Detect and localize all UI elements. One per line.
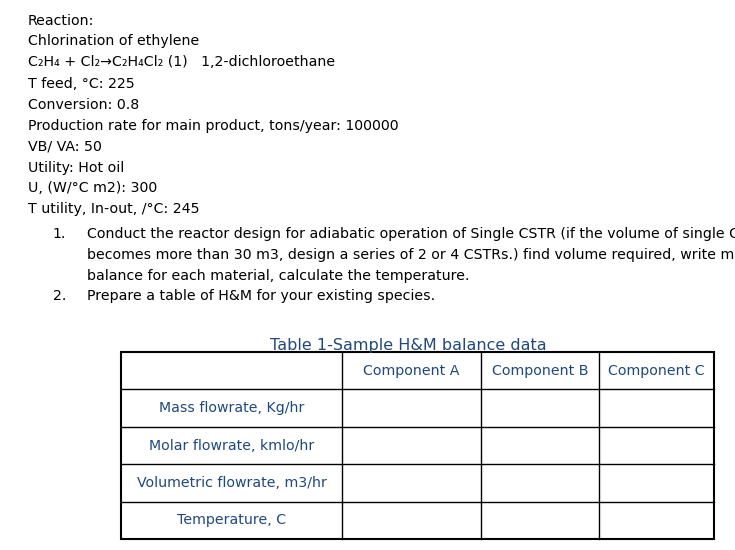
Text: Conversion: 0.8: Conversion: 0.8: [28, 98, 139, 112]
Text: Volumetric flowrate, m3/hr: Volumetric flowrate, m3/hr: [137, 476, 326, 490]
Text: 1.: 1.: [53, 227, 66, 241]
Text: T feed, °C: 225: T feed, °C: 225: [28, 77, 135, 91]
Text: Component C: Component C: [609, 364, 705, 378]
Text: Component A: Component A: [363, 364, 460, 378]
Text: Conduct the reactor design for adiabatic operation of Single CSTR (if the volume: Conduct the reactor design for adiabatic…: [87, 227, 735, 241]
Text: T utility, In-out, /°C: 245: T utility, In-out, /°C: 245: [28, 202, 200, 216]
Text: Component B: Component B: [492, 364, 589, 378]
Text: Utility: Hot oil: Utility: Hot oil: [28, 161, 124, 174]
Text: VB/ VA: 50: VB/ VA: 50: [28, 140, 102, 153]
Text: Table 1-Sample H&M balance data: Table 1-Sample H&M balance data: [270, 338, 546, 353]
Text: C₂H₄ + Cl₂→C₂H₄Cl₂ (1)   1,2-dichloroethane: C₂H₄ + Cl₂→C₂H₄Cl₂ (1) 1,2-dichloroethan…: [28, 55, 335, 69]
Text: Reaction:: Reaction:: [28, 14, 94, 28]
Text: Mass flowrate, Kg/hr: Mass flowrate, Kg/hr: [159, 401, 304, 415]
Text: balance for each material, calculate the temperature.: balance for each material, calculate the…: [87, 269, 469, 283]
Text: Chlorination of ethylene: Chlorination of ethylene: [28, 34, 199, 48]
Text: Molar flowrate, kmlo/hr: Molar flowrate, kmlo/hr: [149, 438, 314, 453]
Text: 2.: 2.: [53, 289, 66, 302]
Bar: [121, 352, 714, 539]
Text: Temperature, C: Temperature, C: [177, 513, 286, 527]
Text: Prepare a table of H&M for your existing species.: Prepare a table of H&M for your existing…: [87, 289, 435, 302]
Text: Production rate for main product, tons/year: 100000: Production rate for main product, tons/y…: [28, 119, 398, 133]
Text: U, (W/°C m2): 300: U, (W/°C m2): 300: [28, 182, 157, 195]
Text: becomes more than 30 m3, design a series of 2 or 4 CSTRs.) find volume required,: becomes more than 30 m3, design a series…: [87, 248, 735, 262]
